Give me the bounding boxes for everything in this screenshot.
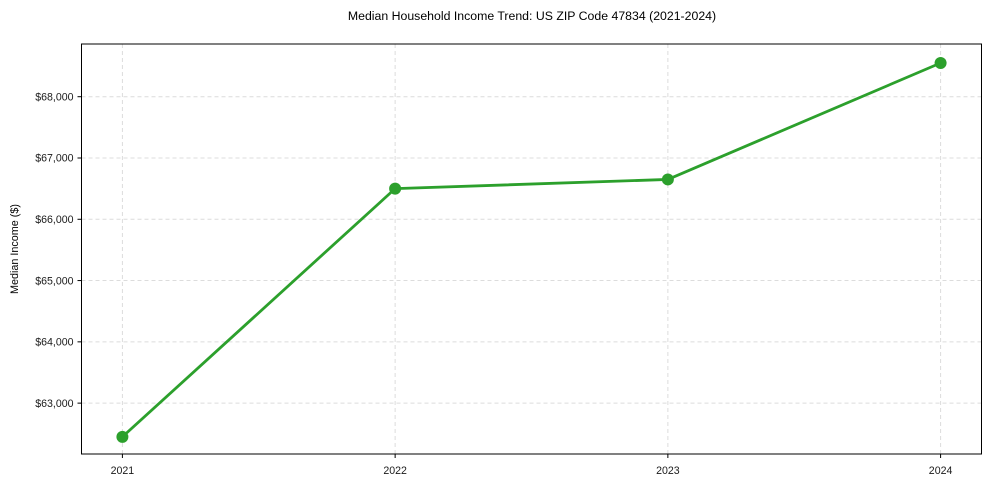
plot-border: [81, 43, 982, 455]
chart-title: Median Household Income Trend: US ZIP Co…: [347, 9, 717, 23]
data-point-2023: [661, 173, 674, 186]
data-point-2021: [116, 430, 129, 443]
y-tick-label: $67,000: [35, 153, 73, 165]
y-tick-label: $66,000: [35, 214, 73, 226]
data-point-2024: [934, 56, 947, 69]
data-point-2022: [389, 182, 402, 195]
trend-line: [121, 61, 942, 439]
y-tick-label: $65,000: [35, 275, 73, 287]
y-tick-label: $64,000: [35, 337, 73, 349]
y-tick-label: $63,000: [35, 398, 73, 410]
x-tick-label: 2023: [656, 465, 680, 477]
x-tick-label: 2024: [929, 465, 953, 477]
x-tick-label: 2021: [111, 465, 135, 477]
x-tick-label: 2022: [383, 465, 407, 477]
y-tick-label: $68,000: [35, 91, 73, 103]
